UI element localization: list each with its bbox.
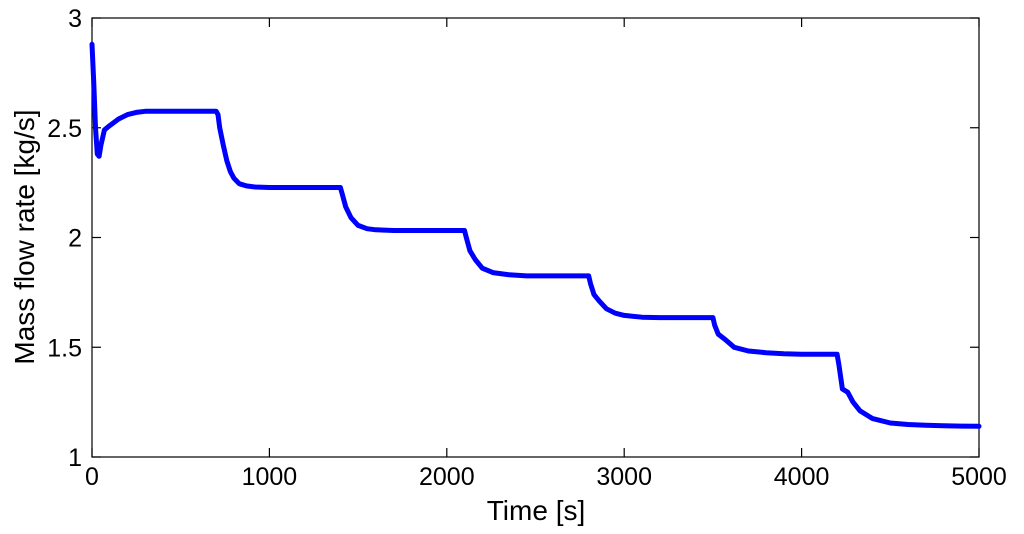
- series-line: [89, 41, 982, 429]
- x-tick-label: 3000: [596, 463, 652, 491]
- x-axis-ticks: 0 1000 2000 3000 4000 5000: [85, 18, 1007, 491]
- x-tick-label: 5000: [951, 463, 1007, 491]
- y-tick-label: 2.5: [47, 115, 82, 143]
- y-axis-label: Mass flow rate [kg/s]: [9, 109, 40, 364]
- x-tick-label: 4000: [774, 463, 830, 491]
- x-axis-label: Time [s]: [487, 495, 586, 526]
- series-layer: [89, 41, 982, 429]
- x-tick-label: 0: [85, 463, 99, 491]
- y-tick-label: 2: [68, 225, 82, 253]
- plot-area: [91, 17, 980, 458]
- y-tick-label: 1.5: [47, 334, 82, 362]
- x-tick-label: 2000: [419, 463, 475, 491]
- x-tick-label: 1000: [242, 463, 298, 491]
- y-tick-label: 1: [68, 444, 82, 472]
- y-tick-label: 3: [68, 5, 82, 33]
- y-axis-ticks: 1 1.5 2 2.5 3: [47, 5, 979, 472]
